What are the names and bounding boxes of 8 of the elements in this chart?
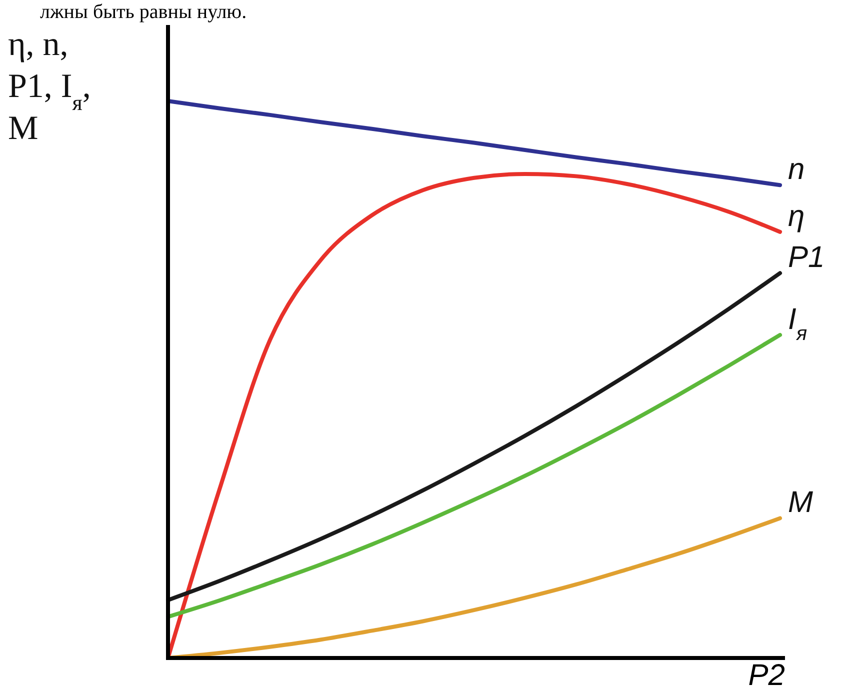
series-label: η	[788, 200, 805, 233]
series-label: M	[788, 486, 813, 520]
series-label: P1	[788, 241, 825, 274]
series-label: n	[788, 153, 805, 186]
x-axis-title: P2	[748, 659, 786, 688]
text: η, n, P1, I$_{я}$, M	[8, 26, 91, 147]
series-label: I$_{я}$	[788, 302, 808, 345]
text: лжны быть равны нулю.	[40, 1, 247, 23]
